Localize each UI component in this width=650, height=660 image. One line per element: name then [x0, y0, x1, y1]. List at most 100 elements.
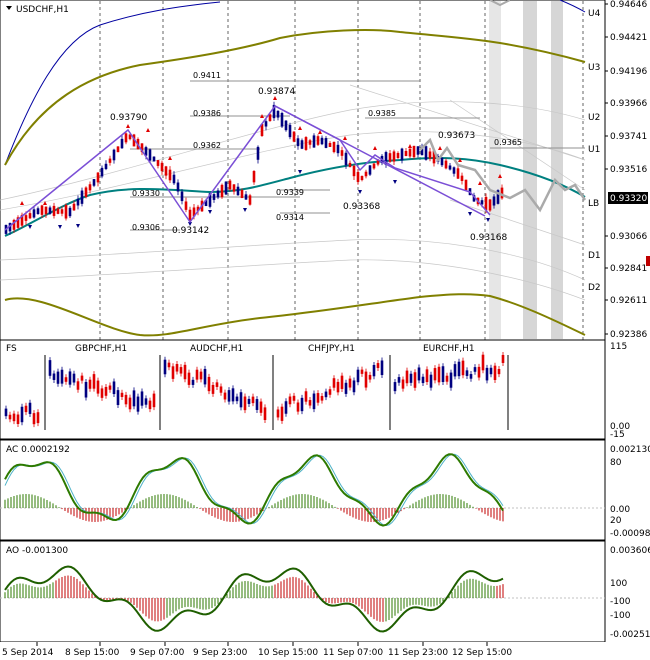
fs-candle-body	[473, 367, 477, 372]
candle-body	[128, 134, 132, 140]
fractal-up-marker	[408, 144, 412, 148]
fs-pair-4: EURCHF,H1	[423, 344, 475, 354]
fractal-up-marker	[298, 126, 302, 130]
forecast-line	[419, 137, 587, 213]
main-chart-frame	[0, 0, 606, 341]
fs-candle-body	[328, 389, 332, 395]
level-names: U4 U3 U2 U1 LB D1 D2	[588, 9, 601, 293]
candle-body	[76, 198, 80, 206]
candle-body	[68, 207, 72, 217]
fs-candle-body	[255, 399, 259, 410]
candle-body	[292, 131, 296, 142]
candle-body	[464, 179, 468, 191]
candle-body	[80, 190, 84, 204]
ao-scale-1: 0.003606	[610, 546, 650, 556]
candle-body	[20, 214, 24, 226]
fs-candle-body	[239, 392, 243, 408]
candle-body	[124, 133, 128, 143]
candle-body	[204, 199, 208, 207]
fs-candle-body	[304, 391, 308, 402]
candle-body	[272, 104, 276, 119]
time-axis-label: 8 Sep 15:00	[65, 648, 120, 658]
candle-body	[432, 150, 436, 164]
fs-candle-body	[179, 367, 183, 374]
fs-scale-mid: 0.00	[610, 422, 630, 432]
candle-body	[32, 209, 36, 218]
candle-body	[484, 196, 488, 211]
fs-candle-body	[445, 375, 449, 382]
candle-body	[116, 146, 120, 153]
candle-body	[8, 222, 12, 232]
candle-body	[148, 149, 152, 161]
fs-candle-body	[120, 392, 124, 397]
zigzag-line	[4, 105, 491, 231]
candle-body	[132, 134, 136, 147]
ac-scale-4: 20	[610, 516, 622, 526]
candle-body	[188, 209, 192, 221]
candle-body	[368, 165, 372, 175]
candle-body	[344, 152, 348, 166]
fs-candle-body	[148, 400, 152, 410]
level-name-u3: U3	[588, 63, 600, 73]
price-tick-label: 0.94421	[610, 33, 647, 43]
time-axis-label: 12 Sep 15:00	[452, 648, 512, 658]
candle-body	[40, 205, 44, 215]
fs-candle-body	[60, 369, 64, 384]
fs-candle-body	[316, 393, 320, 403]
time-axis-label: 5 Sep 2014	[2, 648, 54, 658]
fractal-up-marker	[126, 124, 130, 128]
fs-candle-body	[292, 395, 296, 401]
candle-body	[156, 160, 160, 166]
candle-body	[440, 157, 444, 166]
candle-body	[452, 167, 456, 174]
candle-body	[72, 203, 76, 211]
fs-candle-body	[441, 366, 445, 383]
candle-body	[232, 184, 236, 192]
grid-label-4: 0.9330	[132, 189, 160, 198]
fs-candle-body	[211, 384, 215, 394]
ao-scale-5: -0.002512	[610, 630, 650, 640]
candle-body	[168, 169, 172, 181]
candle-body	[100, 167, 104, 177]
candle-body	[240, 189, 244, 199]
fs-candle-body	[380, 360, 384, 376]
fs-candle-body	[288, 396, 292, 405]
candle-body	[252, 171, 256, 183]
candle-body	[388, 153, 392, 162]
fs-candle-body	[493, 365, 497, 381]
candle-body	[56, 208, 60, 214]
upper-blue-envelope	[4, 1, 221, 166]
candle-body	[228, 180, 232, 190]
candle-body	[172, 174, 176, 184]
price-tick-label: 0.93741	[610, 132, 647, 142]
fractal-up-marker	[146, 128, 150, 132]
chart-menu-icon[interactable]	[6, 6, 12, 10]
fractal-up-marker	[373, 146, 377, 150]
price-tick-label: 0.92611	[610, 296, 647, 306]
fractal-up-marker	[260, 114, 264, 118]
fs-candle-body	[324, 391, 328, 398]
candle-body	[400, 148, 404, 161]
fs-candle-body	[397, 377, 401, 383]
fs-candle-body	[497, 368, 501, 375]
fs-candle-body	[425, 369, 429, 383]
candle-body	[308, 140, 312, 145]
price-marker	[646, 256, 650, 266]
candle-body	[424, 146, 428, 160]
candle-body	[220, 184, 224, 198]
fs-candle-body	[429, 374, 433, 388]
candle-body	[236, 186, 240, 196]
fs-candle-body	[195, 369, 199, 380]
fractal-down-marker	[468, 212, 472, 216]
fs-candle-body	[100, 388, 104, 398]
candle-body	[280, 112, 284, 127]
fs-candle-body	[433, 368, 437, 381]
fs-candle-body	[12, 413, 16, 422]
fs-candle-body	[360, 369, 364, 374]
fs-panel-title: FS	[6, 344, 17, 354]
fs-candle-body	[183, 364, 187, 380]
candle-body	[52, 205, 56, 216]
fs-candle-body	[259, 401, 263, 413]
fs-candle-body	[348, 378, 352, 388]
fs-candle-body	[308, 400, 312, 406]
